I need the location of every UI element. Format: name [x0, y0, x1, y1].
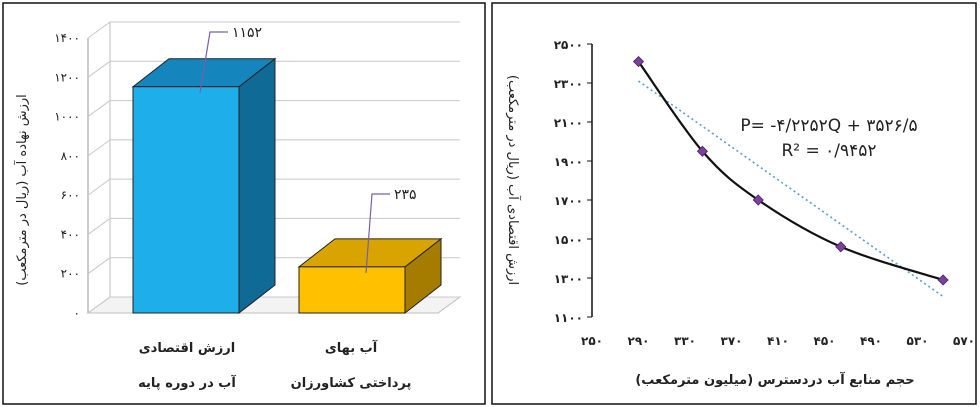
bar-front-face: [132, 86, 240, 314]
bar-chart-y-tick-label: ۰: [74, 306, 80, 320]
series-point: [937, 274, 949, 286]
category-label-line2: آب در دوره پایه: [138, 374, 236, 391]
bar-data-label: ۱۱۵۲: [232, 25, 262, 41]
line-chart-x-tick-label: ۴۱۰: [767, 334, 789, 348]
line-chart-x-tick-label: ۴۹۰: [860, 334, 882, 348]
bar-chart-y-tick-label: ۴۰۰: [61, 227, 80, 241]
line-chart-x-ticks: ۲۵۰ ۲۹۰ ۳۳۰ ۳۷۰ ۴۱۰ ۴۵۰ ۴۹۰ ۵۳۰ ۵۷۰: [581, 334, 975, 348]
bar-data-label: ۲۳۵: [394, 187, 417, 203]
line-chart-x-tick-label: ۲۵۰: [581, 334, 603, 348]
bar-chart-grid-diag: [87, 257, 111, 275]
series-point: [752, 194, 764, 206]
line-chart-x-axis-label: حجم منابع آب دردسترس (میلیون مترمکعب): [635, 371, 914, 388]
bar-chart-categories: ارزش اقتصادی آب در دوره پایه آب بهای پرداخت…: [138, 339, 411, 391]
line-chart-x-tick-label: ۳۳۰: [674, 334, 696, 348]
bar-chart-bars: [131, 57, 443, 315]
bar-0: [131, 57, 277, 315]
line-chart: ۱۱۰۰ ۱۳۰۰ ۱۵۰۰ ۱۷۰۰ ۱۹۰۰ ۲۱۰۰ ۲۳۰۰ ۲۵۰۰ ۲۵۰ ۲۹۰ ۳…: [505, 38, 975, 388]
bar-chart-grid-diag: [87, 21, 111, 39]
series-point: [835, 241, 847, 253]
line-chart-x-tick-label: ۴۵۰: [814, 334, 836, 348]
r-squared: R² = ۰/۹۴۵۲: [781, 141, 876, 161]
bar-chart-y-tick-label: ۱۲۰۰: [54, 70, 80, 84]
line-chart-y-tick-label: ۱۵۰۰: [554, 233, 583, 247]
category-label-line2: پرداختی کشاورزان: [291, 376, 412, 391]
line-chart-y-ticks: ۱۱۰۰ ۱۳۰۰ ۱۵۰۰ ۱۷۰۰ ۱۹۰۰ ۲۱۰۰ ۲۳۰۰ ۲۵۰۰: [554, 38, 592, 325]
bar-side-face: [238, 57, 276, 315]
line-chart-x-tick-label: ۵۳۰: [907, 334, 929, 348]
trendline: [638, 80, 944, 298]
line-chart-x-tick-label: ۳۷۰: [721, 334, 743, 348]
line-chart-y-tick-label: ۱۹۰۰: [554, 155, 583, 169]
line-chart-y-tick-label: ۲۵۰۰: [554, 38, 583, 52]
bar-chart-data-labels: ۱۱۵۲ ۲۳۵: [199, 25, 417, 273]
bar-chart-y-tick-label: ۸۰۰: [61, 149, 80, 163]
data-label-leader: [365, 193, 390, 273]
line-chart-x-tick-label: ۵۷۰: [953, 334, 975, 348]
bar-chart-grid-diag: [87, 100, 111, 117]
category-label-line1: آب بهای: [325, 339, 378, 356]
series-markers: [632, 55, 949, 286]
bar-chart-grid-diag: [87, 178, 111, 196]
bar-chart-y-ticks: ۰ ۲۰۰ ۴۰۰ ۶۰۰ ۸۰۰ ۱۰۰۰ ۱۲۰۰ ۱۴۰۰: [54, 31, 80, 320]
bar-chart-y-axis-label: ارزش نهاده آب (ریال در مترمکعب): [13, 94, 30, 285]
line-chart-frame: [491, 2, 977, 405]
bar-chart-grid-diag: [87, 296, 111, 314]
bar-chart-grid-diag: [87, 60, 111, 78]
data-label-leader: [199, 31, 228, 93]
line-chart-x-tick-label: ۲۹۰: [628, 334, 650, 348]
line-chart-y-axis-label: ارزش اقتصادی آب (ریال در مترمکعب): [505, 75, 522, 285]
bar-1: [297, 237, 443, 315]
regression-equation: P= -۴/۲۲۵۲Q + ۳۵۲۶/۵: [740, 116, 917, 136]
series-point: [632, 55, 645, 68]
series-point: [696, 145, 709, 157]
bar-front-face: [298, 266, 406, 314]
bar-chart-grid-diag: [87, 139, 111, 157]
line-chart-y-tick-label: ۲۳۰۰: [554, 77, 583, 91]
bar-chart-y-tick-label: ۱۰۰۰: [54, 110, 80, 124]
bar-chart-y-tick-label: ۱۴۰۰: [54, 31, 80, 45]
line-chart-y-tick-label: ۱۷۰۰: [554, 194, 583, 208]
line-chart-y-tick-label: ۱۱۰۰: [554, 311, 583, 325]
bar-chart-y-tick-label: ۶۰۰: [61, 188, 80, 202]
bar-chart-y-tick-label: ۲۰۰: [61, 267, 80, 281]
bar-chart: ۰ ۲۰۰ ۴۰۰ ۶۰۰ ۸۰۰ ۱۰۰۰ ۱۲۰۰ ۱۴۰۰ ۱۱۵۲ ۲۳۵ ارزش ا…: [13, 21, 462, 391]
line-chart-y-tick-label: ۲۱۰۰: [554, 116, 583, 130]
category-label-line1: ارزش اقتصادی: [139, 341, 235, 356]
line-chart-y-tick-label: ۱۳۰۰: [554, 272, 583, 286]
bar-chart-grid-diag: [87, 218, 111, 235]
